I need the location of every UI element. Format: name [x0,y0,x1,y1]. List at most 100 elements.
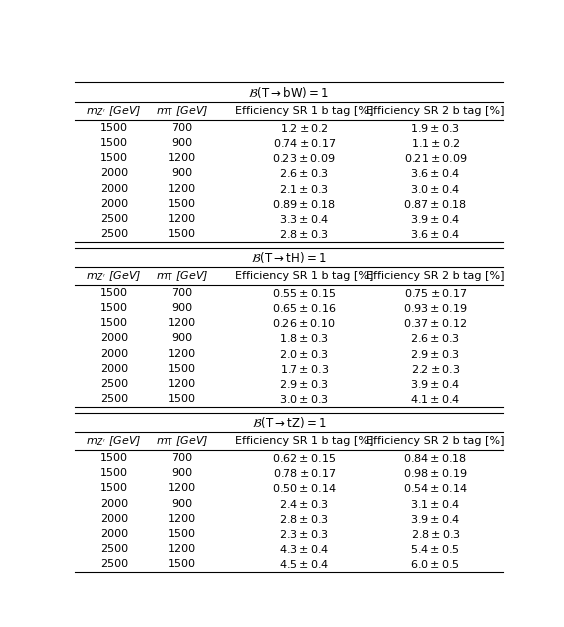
Text: $3.6 \pm 0.4$: $3.6 \pm 0.4$ [410,228,461,240]
Text: $3.6 \pm 0.4$: $3.6 \pm 0.4$ [410,167,461,179]
Text: $0.98 \pm 0.19$: $0.98 \pm 0.19$ [403,467,468,479]
Text: 1200: 1200 [168,379,196,389]
Text: $1.8 \pm 0.3$: $1.8 \pm 0.3$ [279,332,329,344]
Text: $\mathcal{B}(\mathrm{T} \rightarrow \mathrm{tZ}) = 1$: $\mathcal{B}(\mathrm{T} \rightarrow \mat… [252,415,327,430]
Text: 2000: 2000 [100,169,128,178]
Text: $0.26 \pm 0.10$: $0.26 \pm 0.10$ [272,317,336,329]
Text: $0.87 \pm 0.18$: $0.87 \pm 0.18$ [403,198,468,210]
Text: 1500: 1500 [168,229,196,239]
Text: 1500: 1500 [168,394,196,404]
Text: 1500: 1500 [100,288,128,298]
Text: $3.9 \pm 0.4$: $3.9 \pm 0.4$ [410,213,461,225]
Text: 1500: 1500 [100,453,128,463]
Text: Efficiency SR 1 b tag [%]: Efficiency SR 1 b tag [%] [235,436,373,446]
Text: $4.1 \pm 0.4$: $4.1 \pm 0.4$ [410,393,461,405]
Text: $m_{Z'}$ [GeV]: $m_{Z'}$ [GeV] [86,435,142,448]
Text: 1500: 1500 [168,199,196,209]
Text: $\mathcal{B}(\mathrm{T} \rightarrow \mathrm{bW}) = 1$: $\mathcal{B}(\mathrm{T} \rightarrow \mat… [249,85,329,100]
Text: $2.4 \pm 0.3$: $2.4 \pm 0.3$ [279,498,329,510]
Text: $0.78 \pm 0.17$: $0.78 \pm 0.17$ [272,467,336,479]
Text: Efficiency SR 2 b tag [%]: Efficiency SR 2 b tag [%] [366,436,505,446]
Text: 1500: 1500 [168,364,196,374]
Text: $3.9 \pm 0.4$: $3.9 \pm 0.4$ [410,513,461,525]
Text: $2.8 \pm 0.3$: $2.8 \pm 0.3$ [279,228,329,240]
Text: 700: 700 [171,288,192,298]
Text: 1200: 1200 [168,483,196,493]
Text: $3.9 \pm 0.4$: $3.9 \pm 0.4$ [410,378,461,390]
Text: 1200: 1200 [168,544,196,554]
Text: $2.3 \pm 0.3$: $2.3 \pm 0.3$ [279,528,329,540]
Text: 1200: 1200 [168,214,196,224]
Text: 1500: 1500 [100,153,128,163]
Text: $3.3 \pm 0.4$: $3.3 \pm 0.4$ [279,213,329,225]
Text: 1200: 1200 [168,349,196,359]
Text: 900: 900 [171,303,192,313]
Text: $\mathcal{B}(\mathrm{T} \rightarrow \mathrm{tH}) = 1$: $\mathcal{B}(\mathrm{T} \rightarrow \mat… [252,250,327,265]
Text: $0.37 \pm 0.12$: $0.37 \pm 0.12$ [403,317,468,329]
Text: $0.75 \pm 0.17$: $0.75 \pm 0.17$ [404,287,467,299]
Text: 900: 900 [171,334,192,344]
Text: 2000: 2000 [100,498,128,508]
Text: $3.0 \pm 0.3$: $3.0 \pm 0.3$ [279,393,329,405]
Text: 1500: 1500 [168,529,196,539]
Text: $2.6 \pm 0.3$: $2.6 \pm 0.3$ [279,167,329,179]
Text: $2.9 \pm 0.3$: $2.9 \pm 0.3$ [411,348,461,360]
Text: $2.1 \pm 0.3$: $2.1 \pm 0.3$ [279,182,329,194]
Text: 2000: 2000 [100,529,128,539]
Text: $1.7 \pm 0.3$: $1.7 \pm 0.3$ [280,363,329,375]
Text: $m_{\mathrm{T}}$ [GeV]: $m_{\mathrm{T}}$ [GeV] [156,269,208,283]
Text: 1500: 1500 [100,123,128,133]
Text: 2500: 2500 [100,379,128,389]
Text: $5.4 \pm 0.5$: $5.4 \pm 0.5$ [411,543,460,556]
Text: Efficiency SR 2 b tag [%]: Efficiency SR 2 b tag [%] [366,106,505,116]
Text: 2500: 2500 [100,559,128,569]
Text: $2.0 \pm 0.3$: $2.0 \pm 0.3$ [279,348,329,360]
Text: $3.1 \pm 0.4$: $3.1 \pm 0.4$ [410,498,461,510]
Text: $0.23 \pm 0.09$: $0.23 \pm 0.09$ [272,152,336,164]
Text: 2000: 2000 [100,199,128,209]
Text: $m_{\mathrm{T}}$ [GeV]: $m_{\mathrm{T}}$ [GeV] [156,104,208,118]
Text: 1500: 1500 [168,559,196,569]
Text: $2.9 \pm 0.3$: $2.9 \pm 0.3$ [279,378,329,390]
Text: 2000: 2000 [100,349,128,359]
Text: $3.0 \pm 0.4$: $3.0 \pm 0.4$ [410,182,461,194]
Text: $0.55 \pm 0.15$: $0.55 \pm 0.15$ [272,287,336,299]
Text: $0.50 \pm 0.14$: $0.50 \pm 0.14$ [272,482,337,494]
Text: 700: 700 [171,453,192,463]
Text: $2.2 \pm 0.3$: $2.2 \pm 0.3$ [411,363,460,375]
Text: 1500: 1500 [100,483,128,493]
Text: $1.2 \pm 0.2$: $1.2 \pm 0.2$ [280,122,329,134]
Text: 2000: 2000 [100,334,128,344]
Text: $2.8 \pm 0.3$: $2.8 \pm 0.3$ [411,528,460,540]
Text: $0.62 \pm 0.15$: $0.62 \pm 0.15$ [272,452,336,464]
Text: $1.1 \pm 0.2$: $1.1 \pm 0.2$ [411,137,460,149]
Text: 2000: 2000 [100,364,128,374]
Text: $0.54 \pm 0.14$: $0.54 \pm 0.14$ [403,482,468,494]
Text: $0.93 \pm 0.19$: $0.93 \pm 0.19$ [403,302,468,314]
Text: $2.8 \pm 0.3$: $2.8 \pm 0.3$ [279,513,329,525]
Text: 1200: 1200 [168,153,196,163]
Text: 2500: 2500 [100,214,128,224]
Text: 900: 900 [171,498,192,508]
Text: 900: 900 [171,169,192,178]
Text: $m_{Z'}$ [GeV]: $m_{Z'}$ [GeV] [86,269,142,283]
Text: 700: 700 [171,123,192,133]
Text: $0.84 \pm 0.18$: $0.84 \pm 0.18$ [403,452,468,464]
Text: 2500: 2500 [100,544,128,554]
Text: $0.21 \pm 0.09$: $0.21 \pm 0.09$ [404,152,468,164]
Text: 1200: 1200 [168,514,196,524]
Text: 1200: 1200 [168,184,196,194]
Text: $m_{\mathrm{T}}$ [GeV]: $m_{\mathrm{T}}$ [GeV] [156,435,208,448]
Text: $m_{Z'}$ [GeV]: $m_{Z'}$ [GeV] [86,104,142,118]
Text: 900: 900 [171,468,192,478]
Text: $4.5 \pm 0.4$: $4.5 \pm 0.4$ [279,559,329,571]
Text: 1200: 1200 [168,319,196,329]
Text: 1500: 1500 [100,303,128,313]
Text: 2500: 2500 [100,394,128,404]
Text: 1500: 1500 [100,138,128,148]
Text: 1500: 1500 [100,468,128,478]
Text: $6.0 \pm 0.5$: $6.0 \pm 0.5$ [411,559,460,571]
Text: 1500: 1500 [100,319,128,329]
Text: 2000: 2000 [100,514,128,524]
Text: Efficiency SR 1 b tag [%]: Efficiency SR 1 b tag [%] [235,271,373,281]
